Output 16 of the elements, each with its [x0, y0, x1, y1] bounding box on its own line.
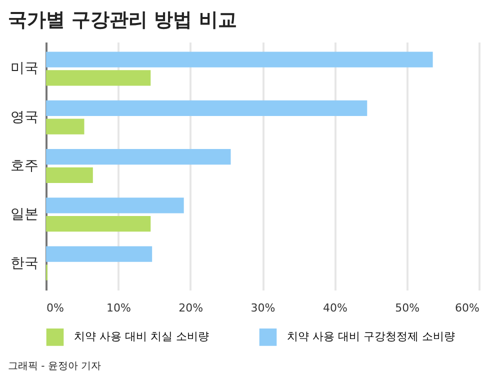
y-tick-label: 일본 — [10, 206, 38, 223]
x-tick-label: 40% — [322, 302, 348, 314]
y-tick-label: 호주 — [10, 158, 38, 174]
x-tick-label: 20% — [178, 302, 204, 314]
x-tick-label: 60% — [455, 302, 480, 314]
legend-label: 치약 사용 대비 구강청정제 소비량 — [287, 330, 455, 344]
text: 그래픽 - 윤정아 기자 — [8, 361, 102, 372]
y-tick-label: 미국 — [10, 60, 38, 77]
x-tick-label: 50% — [395, 302, 420, 314]
x-tick-label: 0% — [46, 302, 64, 314]
chart-title: 국가별 구강관리 방법 비교 — [8, 9, 237, 31]
legend-label: 치약 사용 대비 치실 소비량 — [74, 330, 209, 344]
x-tick-label: 10% — [106, 302, 131, 314]
y-tick-label: 영국 — [10, 109, 38, 126]
y-tick-label: 한국 — [10, 255, 38, 272]
x-tick-label: 30% — [250, 302, 276, 314]
